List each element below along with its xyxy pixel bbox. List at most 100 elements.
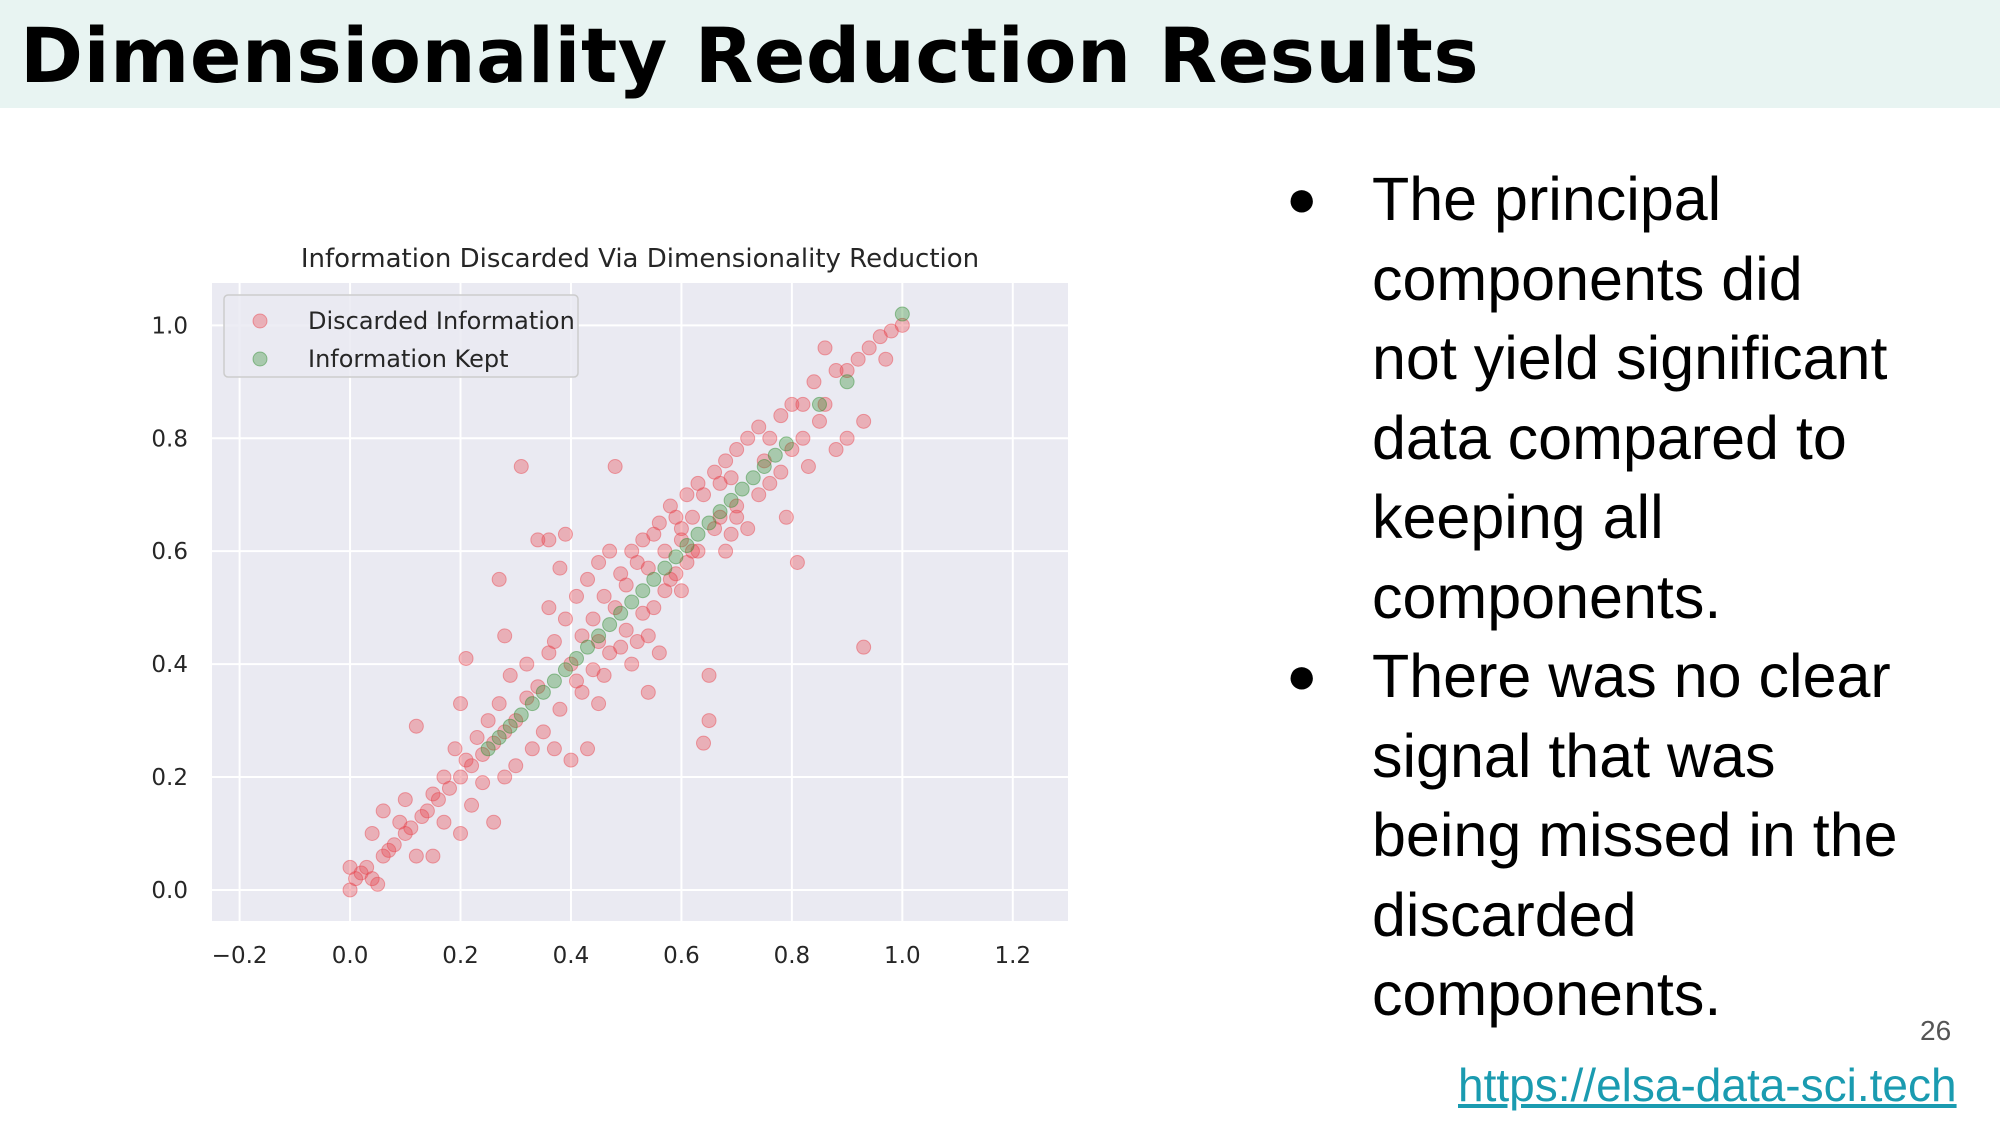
- data-point: [778, 436, 794, 452]
- data-point: [519, 656, 535, 672]
- data-point: [546, 741, 562, 757]
- data-point: [475, 775, 491, 791]
- bullet-dot-icon: ●: [1286, 170, 1318, 228]
- data-point: [806, 374, 822, 390]
- data-point: [646, 571, 662, 587]
- data-point: [756, 453, 772, 469]
- data-point: [491, 571, 507, 587]
- data-point: [342, 882, 358, 898]
- data-point: [574, 684, 590, 700]
- data-point: [828, 363, 844, 379]
- data-point: [894, 306, 910, 322]
- data-point: [817, 340, 833, 356]
- bullet-item: ● The principal components did not yield…: [1280, 160, 1980, 637]
- x-tick-label: 1.0: [884, 943, 921, 969]
- data-point: [839, 363, 855, 379]
- data-point: [453, 696, 469, 712]
- data-point: [568, 588, 584, 604]
- data-point: [679, 554, 695, 570]
- data-point: [800, 458, 816, 474]
- data-point: [519, 690, 535, 706]
- data-point: [430, 792, 446, 808]
- data-point: [436, 769, 452, 785]
- site-link[interactable]: https://elsa-data-sci.tech: [1458, 1059, 1957, 1111]
- data-point: [657, 543, 673, 559]
- data-point: [751, 419, 767, 435]
- data-point: [563, 752, 579, 768]
- data-point: [696, 487, 712, 503]
- data-point: [530, 532, 546, 548]
- data-point: [381, 842, 397, 858]
- data-point: [535, 684, 551, 700]
- data-point: [502, 667, 518, 683]
- x-tick-label: 0.2: [442, 943, 479, 969]
- data-point: [408, 848, 424, 864]
- data-point: [811, 413, 827, 429]
- data-point: [734, 481, 750, 497]
- data-point: [580, 639, 596, 655]
- data-point: [497, 769, 513, 785]
- y-tick-label: 0.4: [151, 652, 188, 678]
- data-point: [629, 634, 645, 650]
- data-point: [718, 543, 734, 559]
- data-point: [557, 526, 573, 542]
- data-point: [662, 498, 678, 514]
- data-point: [883, 323, 899, 339]
- bullet-dot-icon: ●: [1286, 647, 1318, 705]
- data-point: [756, 458, 772, 474]
- data-point: [861, 340, 877, 356]
- bullet-text: The principal components did not yield s…: [1372, 165, 1888, 631]
- data-point: [353, 865, 369, 881]
- x-tick-label: 0.8: [774, 943, 811, 969]
- data-point: [602, 617, 618, 633]
- data-point: [541, 600, 557, 616]
- data-point: [453, 825, 469, 841]
- data-point: [530, 679, 546, 695]
- data-point: [856, 413, 872, 429]
- data-point: [486, 735, 502, 751]
- data-point: [839, 374, 855, 390]
- data-point: [436, 814, 452, 830]
- data-point: [894, 317, 910, 333]
- y-tick-label: 0.2: [151, 765, 188, 791]
- data-point: [458, 752, 474, 768]
- data-point: [795, 430, 811, 446]
- data-point: [397, 825, 413, 841]
- data-point: [480, 713, 496, 729]
- chart-title: Information Discarded Via Dimensionality…: [301, 244, 979, 274]
- data-point: [557, 611, 573, 627]
- data-point: [673, 521, 689, 537]
- data-point: [375, 803, 391, 819]
- data-point: [723, 470, 739, 486]
- data-point: [552, 560, 568, 576]
- data-point: [646, 526, 662, 542]
- scatter-chart: −0.2 0.0 0.2 0.4 0.6 0.8 1.0 1.2 0.0 0.2 0.4 0.6 0.8…: [151, 244, 1068, 969]
- data-point: [668, 566, 684, 582]
- data-point: [370, 876, 386, 892]
- data-point: [712, 509, 728, 525]
- data-point: [541, 645, 557, 661]
- data-point: [657, 560, 673, 576]
- data-point: [778, 509, 794, 525]
- data-point: [640, 628, 656, 644]
- data-point: [458, 650, 474, 666]
- data-point: [441, 780, 457, 796]
- data-point: [701, 515, 717, 531]
- data-point: [585, 611, 601, 627]
- data-point: [375, 848, 391, 864]
- data-point: [513, 458, 529, 474]
- data-point: [425, 786, 441, 802]
- data-point: [618, 577, 634, 593]
- data-point: [729, 509, 745, 525]
- data-point: [364, 871, 380, 887]
- data-point: [817, 396, 833, 412]
- data-point: [491, 696, 507, 712]
- bullet-text: There was no clear signal that was being…: [1372, 642, 1898, 1028]
- data-point: [613, 605, 629, 621]
- data-point: [690, 543, 706, 559]
- data-point: [767, 447, 783, 463]
- data-point: [784, 442, 800, 458]
- data-point: [662, 571, 678, 587]
- data-point: [718, 453, 734, 469]
- data-point: [690, 526, 706, 542]
